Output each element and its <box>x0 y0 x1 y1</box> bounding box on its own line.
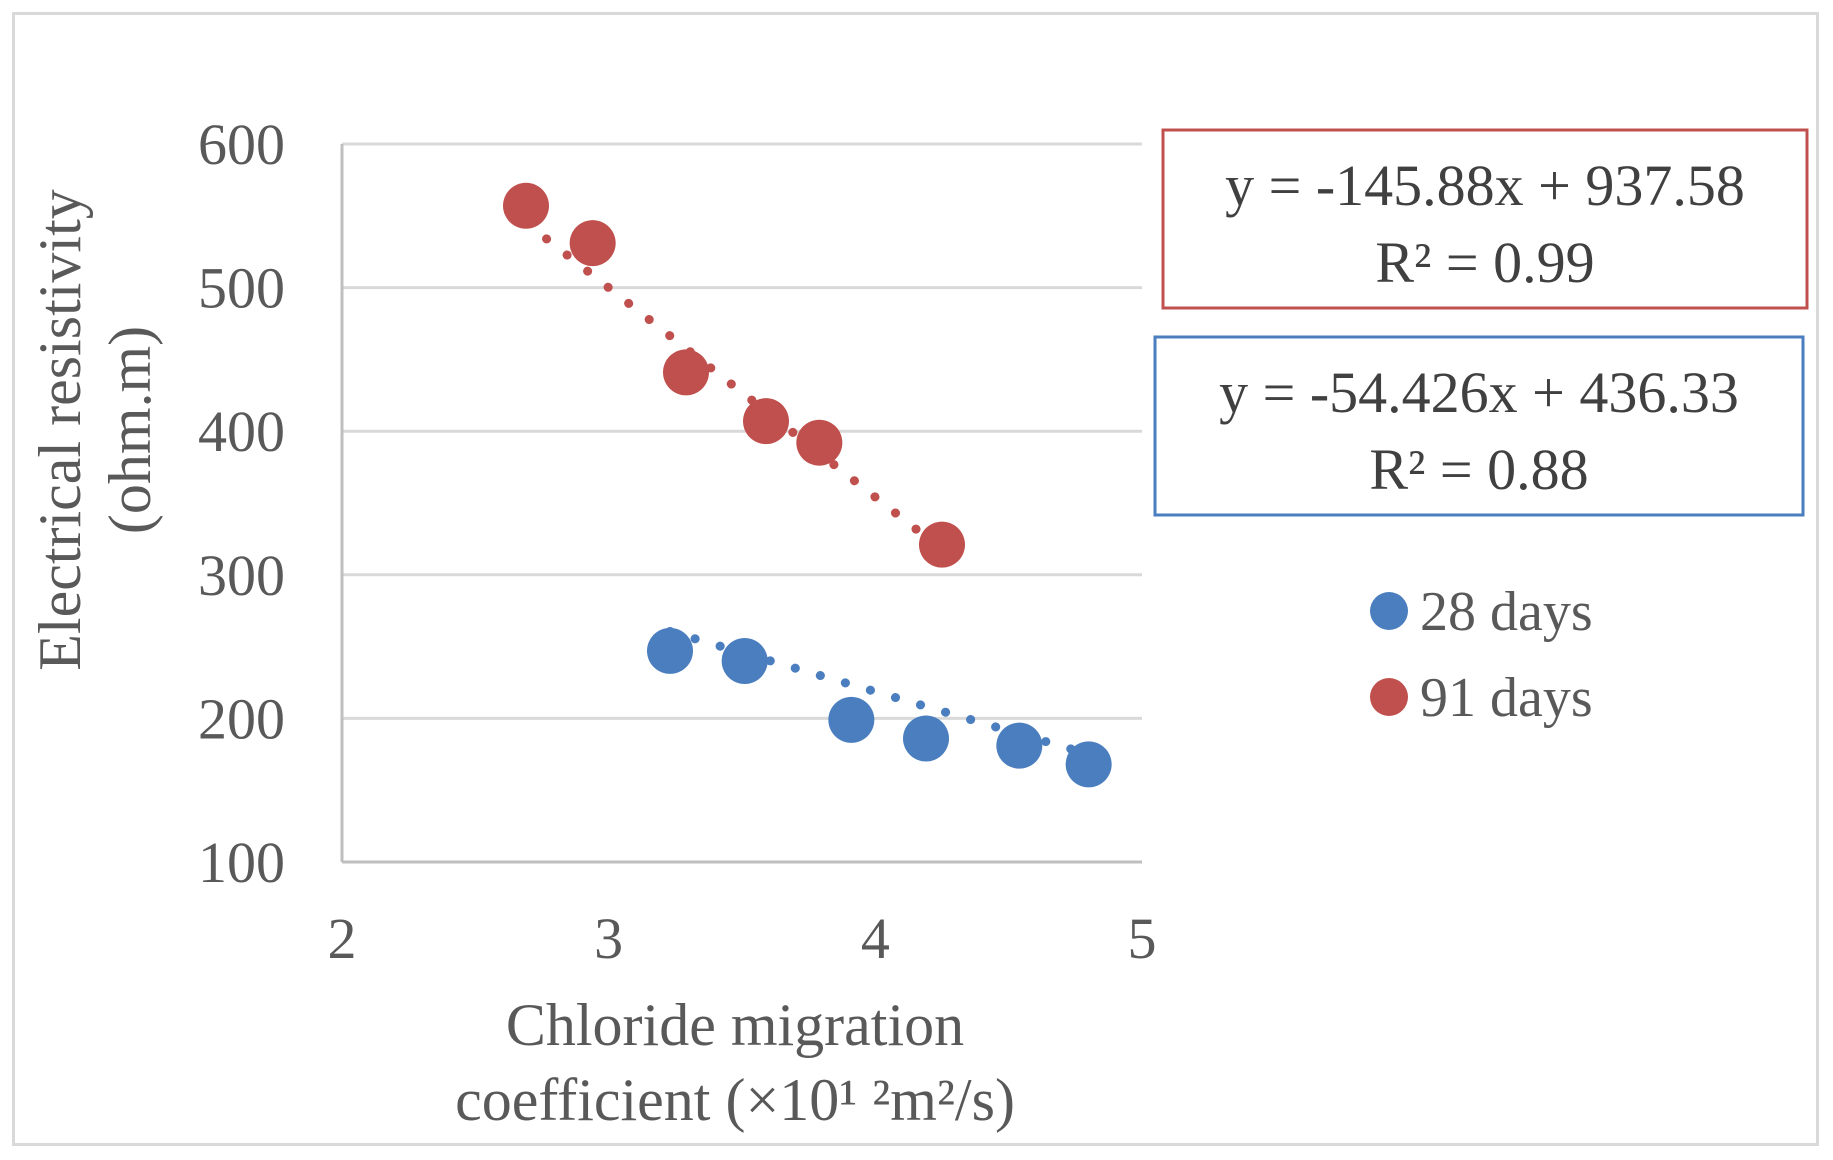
legend-label-91-days: 91 days <box>1420 667 1593 729</box>
trendlines <box>521 218 1094 759</box>
data-point-91-days <box>569 220 616 267</box>
legend-label-28-days: 28 days <box>1420 581 1593 643</box>
x-tick-label: 3 <box>594 906 623 971</box>
x-tick-label: 5 <box>1128 906 1157 971</box>
y-tick-label: 200 <box>198 686 285 751</box>
legend-marker-91-days <box>1370 678 1408 716</box>
x-tick-label: 4 <box>861 906 890 971</box>
data-point-28-days <box>647 627 693 674</box>
equation-91-days: y = -145.88x + 937.58 <box>1225 153 1745 218</box>
y-axis-title-line-1: Electrical resistivity <box>27 189 93 671</box>
r2-91-days: R² = 0.99 <box>1375 230 1594 295</box>
data-points <box>503 182 1112 788</box>
equation-box-91-days <box>1161 128 1809 310</box>
data-point-91-days <box>743 398 789 445</box>
data-point-91-days <box>919 521 965 568</box>
equation-28-days: y = -54.426x + 436.33 <box>1219 360 1739 425</box>
y-tick-label: 300 <box>198 543 285 608</box>
legend-marker-28-days <box>1370 592 1408 630</box>
grid-lines <box>342 142 1142 720</box>
data-point-91-days <box>503 182 549 229</box>
x-axis-title-line-2: coefficient (×10¹ ²m²/s) <box>455 1067 1015 1133</box>
data-point-28-days <box>1065 741 1112 788</box>
x-axis-title-line-1: Chloride migration <box>506 992 964 1058</box>
r2-28-days: R² = 0.88 <box>1369 437 1588 502</box>
y-tick-label: 400 <box>198 399 285 464</box>
data-point-28-days <box>828 696 875 743</box>
y-tick-label: 100 <box>198 830 285 895</box>
data-point-91-days <box>663 349 709 396</box>
x-tick-label: 2 <box>328 906 357 971</box>
y-tick-label: 500 <box>198 256 285 321</box>
equation-box-28-days <box>1153 335 1805 517</box>
data-point-28-days <box>721 637 768 684</box>
trendline-91-days <box>521 218 947 555</box>
y-tick-label: 600 <box>198 112 285 177</box>
y-axis-title-line-2: (ohm.m) <box>97 326 163 534</box>
axes: 100 200 300 400 500 600 2 3 4 5 <box>198 112 1157 971</box>
data-point-28-days <box>996 722 1043 769</box>
legend: 28 days 91 days <box>1370 581 1593 729</box>
data-point-91-days <box>796 419 843 466</box>
data-point-28-days <box>903 715 949 762</box>
